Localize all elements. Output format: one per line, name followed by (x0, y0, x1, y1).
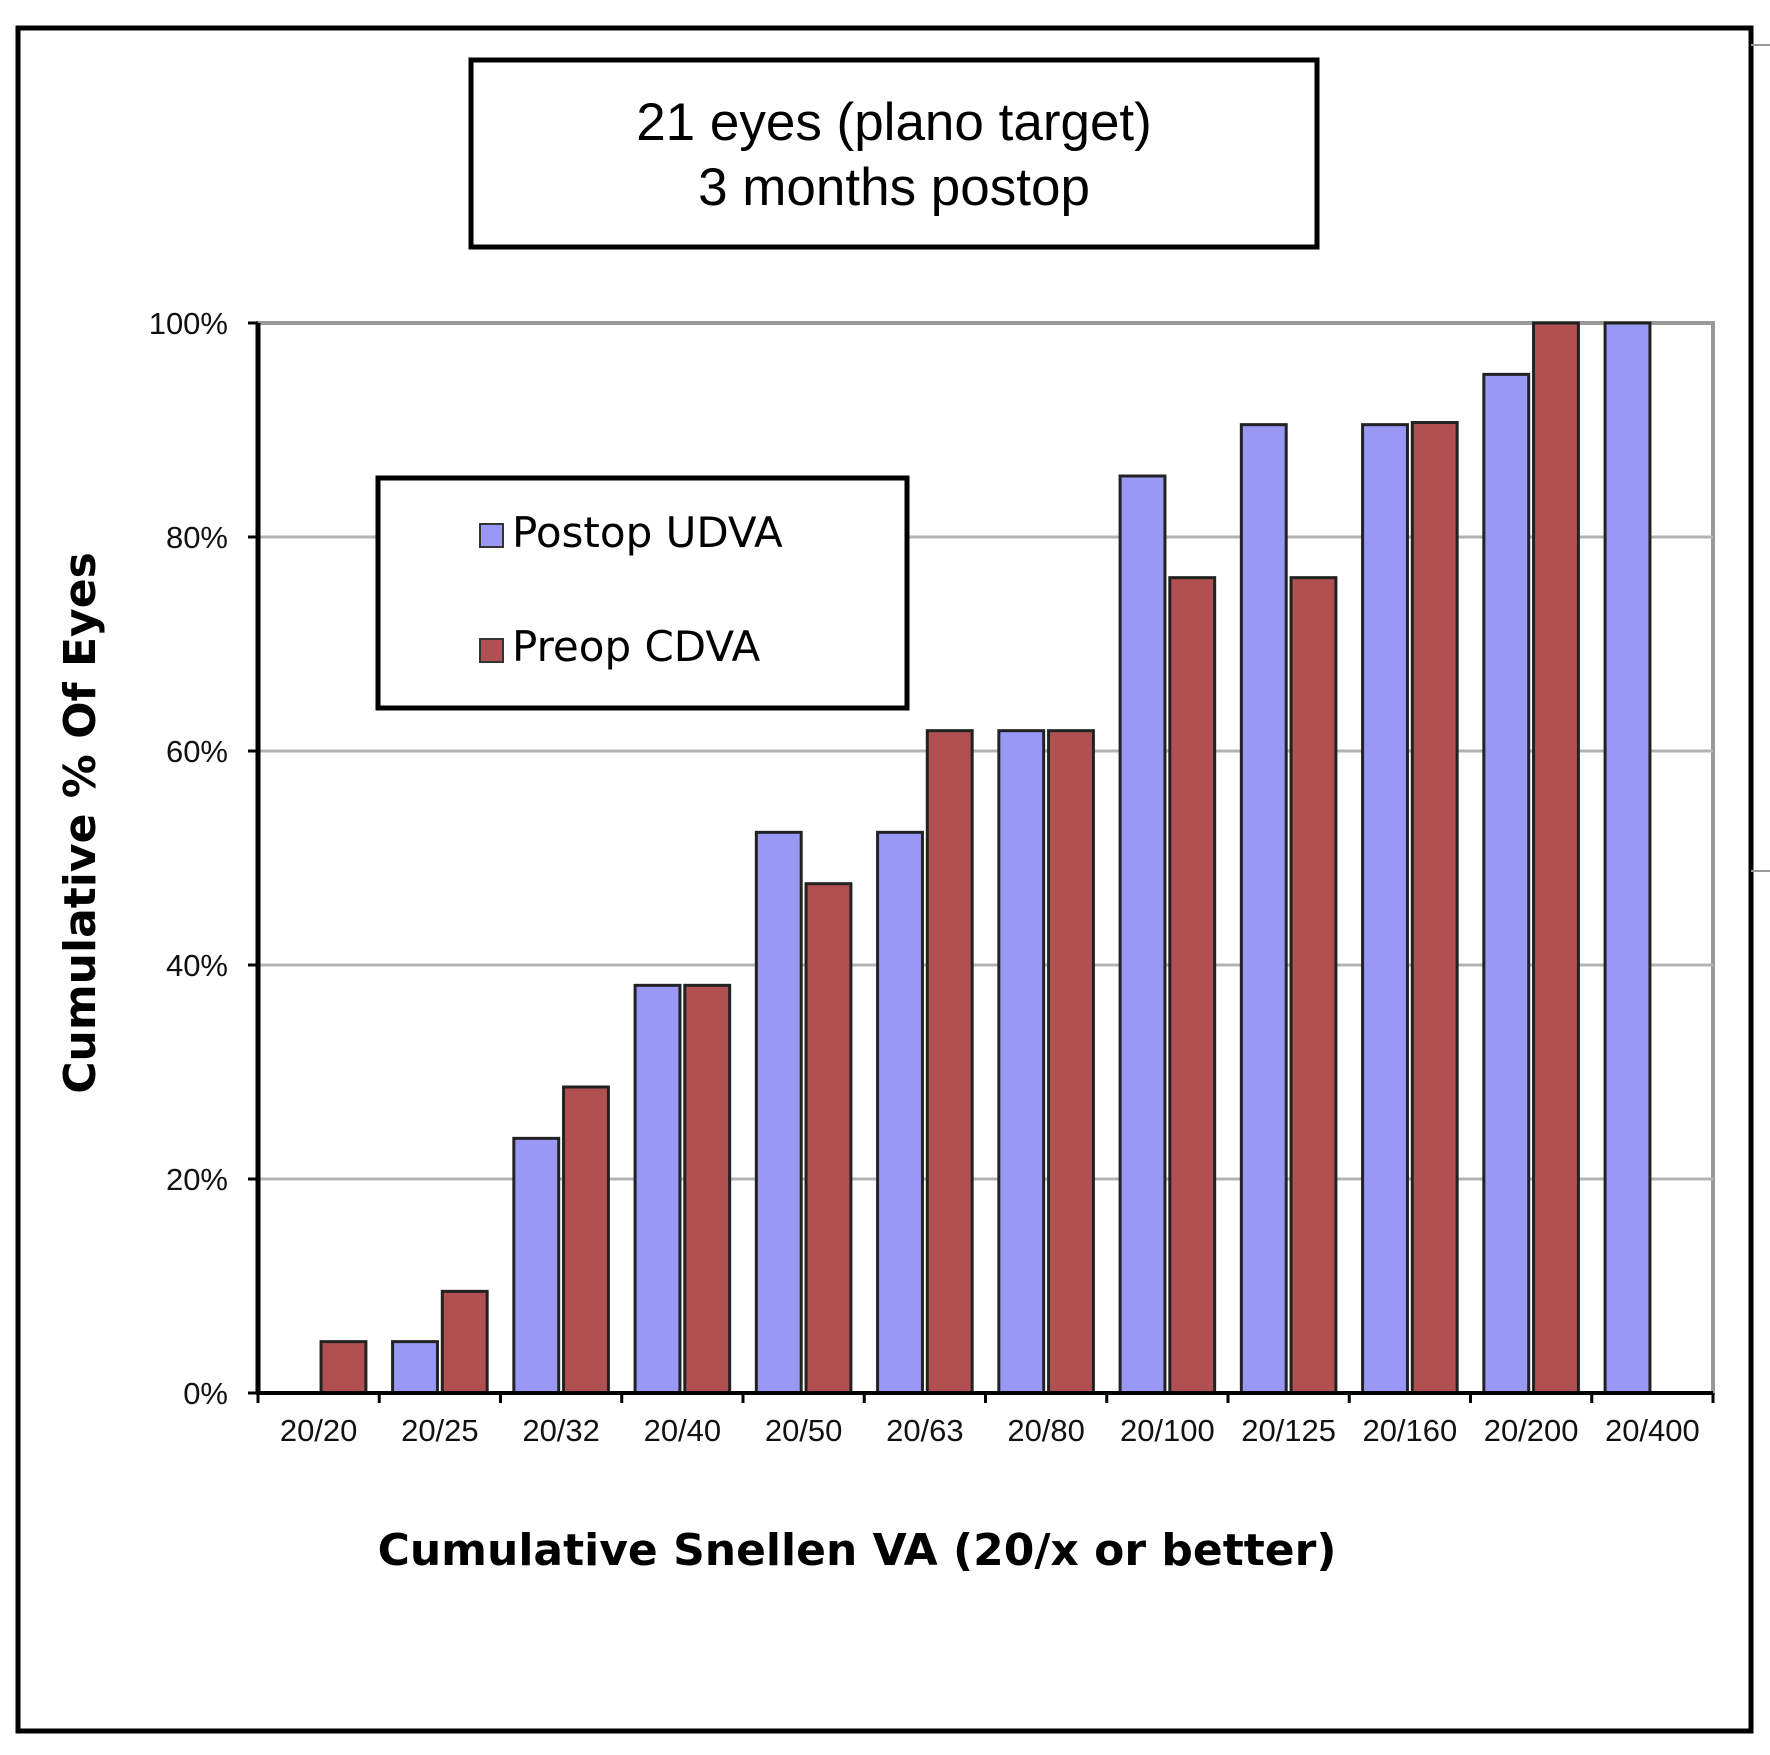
y-tick-label: 80% (166, 520, 228, 555)
bar-postop-udva (1118, 474, 1167, 1395)
bar-preop-cdva (319, 1340, 368, 1395)
x-tick-label: 20/63 (886, 1413, 964, 1448)
bar-preop-cdva (1289, 576, 1338, 1395)
bar-preop-cdva (440, 1289, 489, 1395)
bar-postop-udva (1482, 372, 1531, 1395)
y-tick-label: 20% (166, 1162, 228, 1197)
bar-postop-udva (391, 1340, 439, 1395)
x-tick-label: 20/32 (522, 1413, 600, 1448)
chart-title-line-2: 3 months postop (698, 158, 1090, 217)
bar-preop-cdva (804, 882, 853, 1395)
bar-preop-cdva (562, 1085, 610, 1395)
x-axis-title: Cumulative Snellen VA (20/x or better) (378, 1525, 1337, 1576)
x-tick-label: 20/25 (401, 1413, 479, 1448)
chart-title-line-1: 21 eyes (plano target) (636, 93, 1152, 152)
y-axis-title: Cumulative % Of Eyes (55, 552, 106, 1094)
x-tick-label: 20/80 (1007, 1413, 1085, 1448)
y-tick-label: 0% (183, 1376, 228, 1411)
bar-preop-cdva (925, 729, 974, 1395)
bar-postop-udva (512, 1136, 561, 1395)
bar-postop-udva (876, 830, 924, 1395)
x-ticks: 20/20 20/25 20/32 20/40 20/50 20/63 20/80 20/10… (256, 1393, 1715, 1448)
x-tick-label: 20/125 (1241, 1413, 1336, 1448)
bar-postop-udva (633, 983, 682, 1395)
bar-postop-udva (997, 729, 1046, 1395)
x-tick-label: 20/20 (280, 1413, 358, 1448)
bar-preop-cdva (1047, 729, 1095, 1395)
x-tick-label: 20/200 (1484, 1413, 1579, 1448)
bars (319, 321, 1652, 1395)
bar-postop-udva (1361, 423, 1409, 1395)
x-tick-label: 20/400 (1605, 1413, 1700, 1448)
x-tick-label: 20/50 (765, 1413, 843, 1448)
bar-preop-cdva (1532, 321, 1580, 1395)
legend-label-postop-udva: Postop UDVA (512, 508, 783, 557)
bar-postop-udva (754, 830, 803, 1395)
x-tick-label: 20/100 (1120, 1413, 1215, 1448)
y-ticks: 0% 20% 40% 60% 80% 100% (149, 306, 258, 1411)
bar-preop-cdva (683, 983, 732, 1395)
legend (375, 475, 910, 711)
y-tick-label: 40% (166, 948, 228, 983)
y-tick-label: 100% (149, 306, 228, 341)
x-tick-label: 20/160 (1362, 1413, 1457, 1448)
bar-postop-udva (1603, 321, 1652, 1395)
bar-postop-udva (1239, 423, 1288, 1395)
x-tick-label: 20/40 (644, 1413, 722, 1448)
legend-swatch-postop-udva (479, 523, 504, 548)
title-box (468, 57, 1320, 250)
bar-preop-cdva (1168, 576, 1217, 1395)
bar-preop-cdva (1410, 421, 1459, 1395)
y-tick-label: 60% (166, 734, 228, 769)
legend-swatch-preop-cdva (479, 638, 504, 663)
legend-label-preop-cdva: Preop CDVA (512, 622, 760, 671)
